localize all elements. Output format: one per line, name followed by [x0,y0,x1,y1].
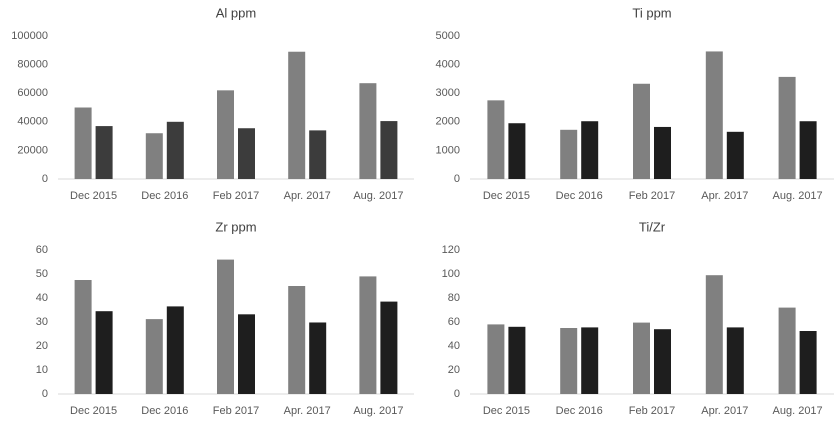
bar [166,306,184,394]
bar [288,286,306,394]
x-tick-label: Aug. 2017 [353,190,403,202]
bar [238,314,255,394]
x-tick-label: Dec 2016 [556,405,603,417]
y-tick-label: 4000 [436,59,460,71]
y-tick-label: 0 [42,173,48,185]
bar [560,129,578,179]
y-tick-label: 80 [448,292,460,304]
bar [778,307,796,394]
bar [145,319,163,394]
bar [95,311,113,394]
bar [705,275,723,394]
bar [309,130,327,179]
x-tick-label: Dec 2016 [141,405,188,417]
bar [238,128,255,179]
x-tick-label: Apr. 2017 [701,190,748,202]
y-tick-label: 80000 [17,59,48,71]
bar [726,131,744,179]
x-tick-label: Dec 2015 [483,190,530,202]
bar [508,326,526,394]
x-tick-label: Apr. 2017 [701,405,748,417]
chart-title: Zr ppm [215,219,256,234]
chart-title: Ti/Zr [639,219,666,234]
x-tick-label: Dec 2016 [556,190,603,202]
y-tick-label: 100000 [11,30,48,42]
y-tick-label: 0 [454,173,460,185]
y-tick-label: 100 [442,268,460,280]
bar [508,123,526,179]
bar [633,322,650,394]
bar [778,76,796,179]
y-tick-label: 40000 [17,116,48,128]
bar [654,126,671,179]
chart-title: Al ppm [216,5,256,20]
bar [726,327,744,394]
bar [166,121,184,179]
x-tick-label: Apr. 2017 [284,190,331,202]
bar [359,83,377,179]
x-tick-label: Apr. 2017 [284,405,331,417]
bar [487,324,505,394]
bar [309,322,327,394]
x-tick-label: Dec 2015 [483,405,530,417]
x-tick-label: Dec 2015 [70,190,117,202]
bar [217,90,234,179]
bar [487,100,505,179]
y-tick-label: 20 [36,340,48,352]
y-tick-label: 5000 [436,30,460,42]
x-tick-label: Aug. 2017 [773,405,823,417]
bar [95,126,113,179]
y-tick-label: 60 [36,244,48,256]
bar [380,301,398,394]
y-tick-label: 1000 [436,144,460,156]
bar [74,107,92,179]
bar [654,329,671,394]
y-tick-label: 60000 [17,87,48,99]
x-tick-label: Feb 2017 [629,190,675,202]
bar [581,327,599,394]
y-tick-label: 40 [448,340,460,352]
x-tick-label: Dec 2016 [141,190,188,202]
chart-title: Ti ppm [632,5,671,20]
x-tick-label: Aug. 2017 [353,405,403,417]
y-tick-label: 20000 [17,144,48,156]
y-tick-label: 120 [442,244,460,256]
bar [288,51,306,180]
bar [145,133,163,179]
bar [560,328,578,394]
x-tick-label: Feb 2017 [629,405,675,417]
bar [633,83,650,179]
y-tick-label: 2000 [436,116,460,128]
bar [799,331,817,394]
bar [581,121,599,179]
x-tick-label: Feb 2017 [213,190,259,202]
y-tick-label: 50 [36,268,48,280]
x-tick-label: Feb 2017 [213,405,259,417]
bar [217,259,234,394]
x-tick-label: Aug. 2017 [773,190,823,202]
y-tick-label: 3000 [436,87,460,99]
bar [74,280,92,394]
y-tick-label: 60 [448,316,460,328]
bar [359,276,377,394]
y-tick-label: 40 [36,292,48,304]
y-tick-label: 0 [454,388,460,400]
x-tick-label: Dec 2015 [70,405,117,417]
bar [380,121,398,179]
y-tick-label: 20 [448,364,460,376]
y-tick-label: 0 [42,388,48,400]
bar [705,51,723,179]
bar [799,121,817,179]
y-tick-label: 10 [36,364,48,376]
y-tick-label: 30 [36,316,48,328]
